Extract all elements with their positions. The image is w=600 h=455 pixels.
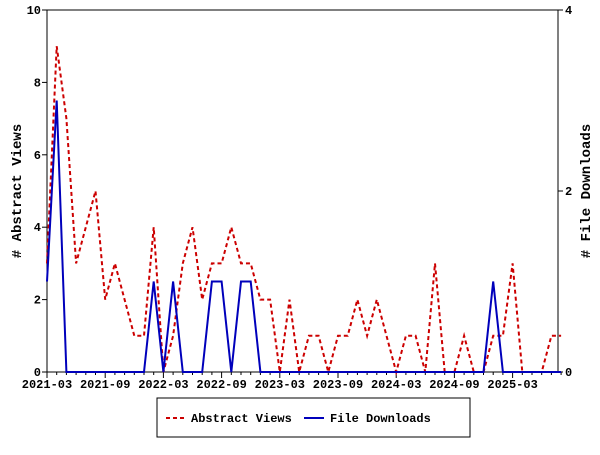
plot-area: [47, 10, 558, 372]
y-tick-label: 4: [34, 221, 41, 235]
legend: Abstract Views File Downloads: [157, 398, 470, 437]
legend-label-file-downloads: File Downloads: [330, 412, 431, 426]
y-tick-label: 8: [34, 76, 41, 90]
legend-label-abstract-views: Abstract Views: [191, 412, 292, 426]
x-tick-label: 2021-03: [22, 378, 72, 392]
x-tick-label: 2023-03: [255, 378, 305, 392]
y-tick-label: 6: [34, 149, 41, 163]
x-tick-label: 2025-03: [487, 378, 537, 392]
x-tick-label: 2023-09: [313, 378, 363, 392]
y-tick-label: 10: [27, 4, 41, 18]
x-tick-label: 2022-09: [196, 378, 246, 392]
x-tick-label: 2024-03: [371, 378, 421, 392]
y2-axis-label: # File Downloads: [579, 124, 595, 258]
y2-tick-label: 4: [565, 4, 572, 18]
y2-tick-label: 0: [565, 366, 572, 380]
y-tick-label: 2: [34, 294, 41, 308]
y-axis-label: # Abstract Views: [10, 124, 26, 258]
x-tick-label: 2024-09: [429, 378, 479, 392]
y2-tick-label: 2: [565, 185, 572, 199]
x-tick-label: 2021-09: [80, 378, 130, 392]
x-tick-label: 2022-03: [138, 378, 188, 392]
